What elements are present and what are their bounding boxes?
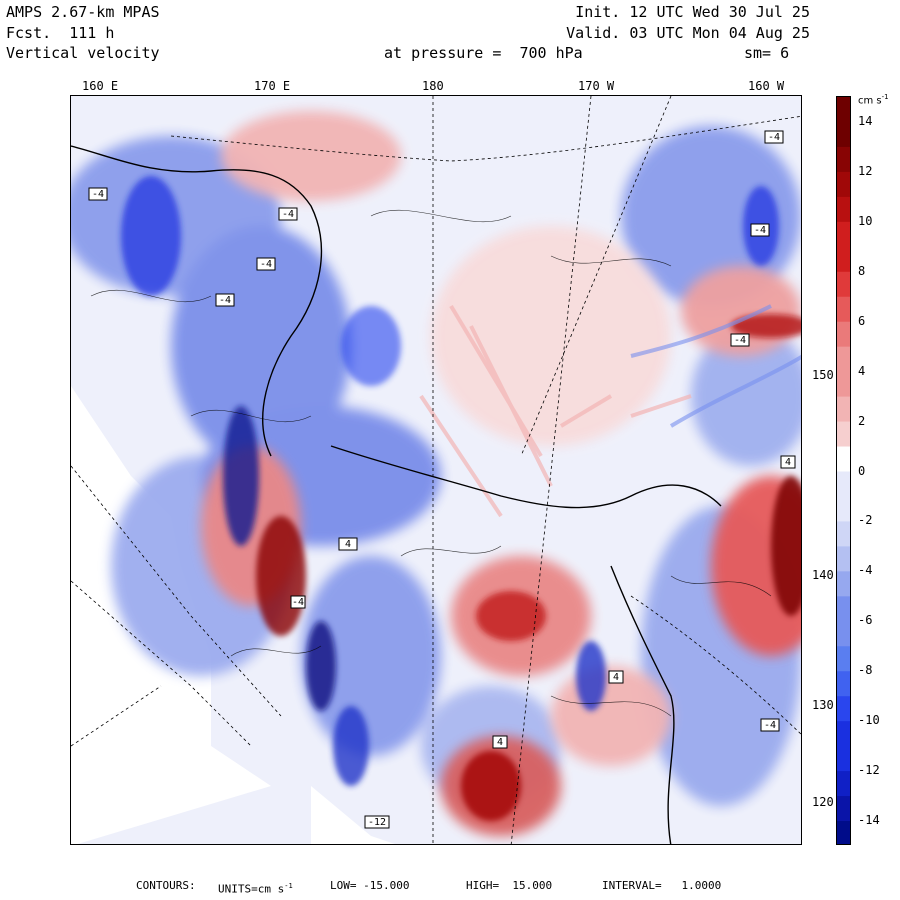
- forecast-hour: Fcst. 111 h: [6, 24, 115, 42]
- colorbar-tick-label: 2: [858, 413, 866, 428]
- init-time: Init. 12 UTC Wed 30 Jul 25: [575, 3, 810, 21]
- colorbar-tick-label: -2: [858, 513, 873, 528]
- map-label-1: -4: [92, 189, 104, 200]
- lon-label-160w: 160 W: [748, 79, 785, 93]
- colorbar-tick-label: 4: [858, 363, 866, 378]
- colorbar-tick-label: -8: [858, 663, 873, 678]
- footer-units: UNITS=cm s-1: [218, 882, 293, 896]
- colorbar-band: [837, 97, 850, 123]
- map-label-6: -4: [754, 225, 766, 236]
- lon-label-170e: 170 E: [254, 79, 291, 93]
- map-label-13: -4: [764, 720, 776, 731]
- colorbar-units: cm s-1: [858, 93, 889, 107]
- colorbar-band: [837, 146, 850, 173]
- colorbar-band: [837, 696, 850, 722]
- footer-high: HIGH= 15.000: [466, 879, 553, 892]
- field-name: Vertical velocity: [6, 44, 160, 62]
- map-label-5: -4: [768, 132, 780, 143]
- colorbar-band: [837, 721, 850, 747]
- colorbar-tick-label: 10: [858, 213, 873, 228]
- valid-time: Valid. 03 UTC Mon 04 Aug 25: [566, 24, 810, 42]
- footer-low: LOW= -15.000: [330, 879, 410, 892]
- map-label-7: -4: [734, 335, 746, 346]
- colorbar-band: [837, 121, 850, 148]
- map-label-9: 4: [345, 539, 351, 550]
- pressure-level: at pressure = 700 hPa: [384, 44, 583, 62]
- model-title: AMPS 2.67-km MPAS: [6, 3, 160, 21]
- smoothing-value: sm= 6: [744, 44, 790, 62]
- colorbar-band: [837, 471, 850, 497]
- colorbar-tick-label: -6: [858, 613, 873, 628]
- colorbar: [836, 96, 851, 845]
- map-label-2: -4: [282, 209, 294, 220]
- colorbar-band: [837, 296, 850, 323]
- colorbar-tick-label: 6: [858, 313, 866, 328]
- colorbar-band: [837, 496, 850, 522]
- colorbar-band: [837, 396, 850, 423]
- colorbar-band: [837, 596, 850, 622]
- colorbar-tick-label: -14: [858, 813, 880, 828]
- colorbar-tick-label: -4: [858, 563, 873, 578]
- map-label-8: 4: [785, 457, 791, 468]
- footer-contours: CONTOURS:: [136, 879, 196, 892]
- map-label-3: -4: [260, 259, 272, 270]
- colorbar-tick-label: -12: [858, 763, 880, 778]
- colorbar-band: [837, 521, 850, 547]
- colorbar-swatches: [837, 97, 850, 844]
- colorbar-band: [837, 271, 850, 298]
- colorbar-band: [837, 196, 850, 223]
- colorbar-tick-label: 12: [858, 163, 873, 178]
- lon-label-170w: 170 W: [578, 79, 615, 93]
- colorbar-tick-label: 14: [858, 113, 873, 128]
- colorbar-band: [837, 546, 850, 572]
- map-label-4: -4: [219, 295, 231, 306]
- colorbar-tick-label: -10: [858, 713, 880, 728]
- map-label-11: 4: [613, 672, 619, 683]
- vertical-velocity-map: -4 -4 -4 -4 -4 -4 -4 4 4 -4 4 4 -4 -12: [70, 95, 802, 845]
- colorbar-tick-label: 8: [858, 263, 866, 278]
- lon-label-180: 180: [422, 79, 444, 93]
- lon-label-160e: 160 E: [82, 79, 119, 93]
- colorbar-band: [837, 221, 850, 248]
- colorbar-band: [837, 346, 850, 373]
- colorbar-band: [837, 671, 850, 697]
- colorbar-band: [837, 821, 850, 844]
- map-label-12: 4: [497, 737, 503, 748]
- colorbar-band: [837, 646, 850, 672]
- colorbar-band: [837, 371, 850, 398]
- colorbar-band: [837, 571, 850, 597]
- colorbar-band: [837, 446, 850, 472]
- colorbar-band: [837, 246, 850, 273]
- map-field-graphic: -4 -4 -4 -4 -4 -4 -4 4 4 -4 4 4 -4 -12: [71, 96, 801, 844]
- colorbar-band: [837, 796, 850, 822]
- colorbar-band: [837, 621, 850, 647]
- colorbar-band: [837, 421, 850, 448]
- colorbar-band: [837, 171, 850, 198]
- colorbar-tick-label: 0: [858, 463, 866, 478]
- footer-interval: INTERVAL= 1.0000: [602, 879, 722, 892]
- map-label-14: -12: [368, 817, 386, 828]
- colorbar-band: [837, 321, 850, 348]
- colorbar-band: [837, 771, 850, 797]
- colorbar-band: [837, 746, 850, 772]
- map-label-10: -4: [292, 597, 304, 608]
